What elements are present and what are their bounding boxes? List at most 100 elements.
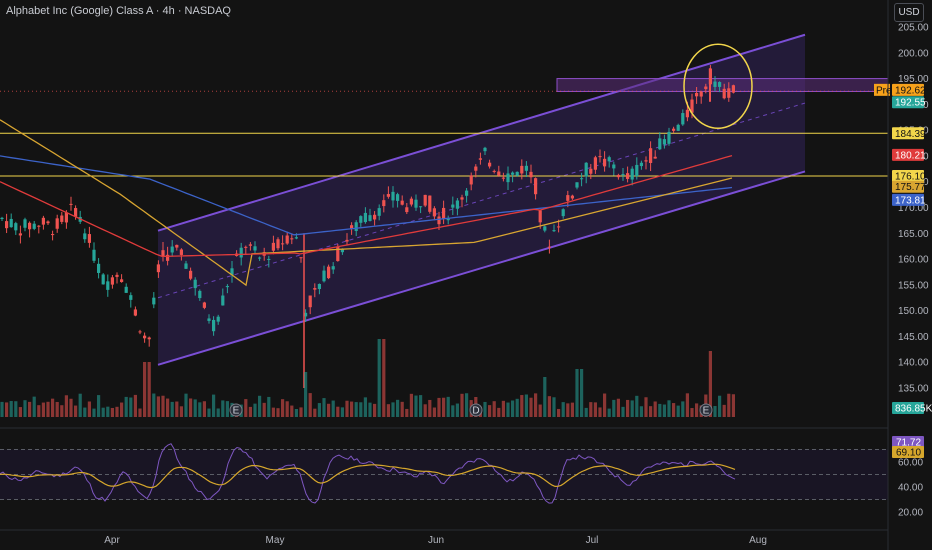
candle-body — [557, 226, 561, 228]
volume-bar — [681, 401, 685, 417]
candle-body — [152, 297, 156, 305]
rsi-pane — [0, 443, 888, 504]
candle-body — [179, 249, 183, 255]
channel-lower-line — [157, 170, 806, 366]
candle-body — [64, 212, 68, 223]
candle-body — [506, 173, 510, 183]
candle-body — [382, 200, 386, 207]
volume-bar — [87, 401, 91, 417]
volume-bar — [589, 402, 593, 417]
price-tag-bg — [892, 180, 924, 193]
volume-bar — [120, 402, 124, 417]
volume-bar — [327, 403, 331, 417]
price-tick-label: 195.00 — [898, 74, 929, 85]
rsi-tag-bg — [892, 436, 924, 448]
candle-body — [170, 246, 174, 253]
volume-bar — [221, 400, 225, 417]
candle-body — [133, 309, 137, 316]
volume-bar — [644, 397, 648, 417]
candle-body — [718, 82, 722, 87]
volume-bar — [281, 399, 285, 417]
candle-body — [129, 295, 133, 300]
price-tick-label: 145.00 — [898, 332, 929, 343]
volume-bar — [488, 405, 492, 417]
volume-bar — [317, 403, 321, 417]
event-marker-icon — [699, 403, 713, 417]
price-tick-label: 165.00 — [898, 229, 929, 240]
candle-body — [515, 171, 519, 176]
time-tick-label: Jun — [428, 535, 444, 546]
volume-bar — [0, 401, 4, 417]
event-marker-icon — [469, 403, 483, 417]
volume-bar — [92, 408, 96, 417]
rsi-tick-label: 60.00 — [898, 458, 923, 469]
candle-body — [520, 165, 524, 174]
candle-body — [138, 331, 142, 333]
candle-body — [225, 286, 229, 288]
volume-bar — [506, 402, 510, 417]
candle-body — [354, 222, 358, 231]
candle-body — [166, 254, 170, 261]
volume-bar — [731, 394, 735, 417]
volume-bar — [497, 407, 501, 417]
volume-bar — [400, 401, 404, 417]
candle-body — [216, 316, 220, 322]
volume-bar — [635, 395, 639, 417]
volume-bar — [340, 407, 344, 417]
volume-bar — [184, 393, 188, 417]
volume-bar — [414, 395, 418, 417]
candle-body — [69, 203, 73, 205]
volume-bar — [658, 403, 662, 417]
candle-body — [492, 170, 496, 172]
volume-bar — [271, 407, 275, 417]
currency-button[interactable]: USD — [894, 3, 924, 22]
candle-body — [156, 264, 160, 273]
volume-bar — [69, 398, 73, 417]
candle-body — [630, 168, 634, 180]
price-tick-label: 160.00 — [898, 255, 929, 266]
candle-body — [207, 318, 211, 321]
event-marker-label: E — [703, 406, 710, 417]
candle-body — [212, 319, 216, 332]
candle-body — [60, 215, 64, 222]
price-tag-value: 173.81 — [895, 195, 926, 206]
volume-bar — [156, 396, 160, 417]
candle-body — [501, 177, 505, 179]
volume-bar — [382, 339, 386, 417]
volume-bar — [308, 393, 312, 417]
rsi-line — [0, 443, 736, 504]
volume-bar — [557, 408, 561, 417]
volume-bar — [262, 402, 266, 417]
volume-bar — [51, 398, 55, 417]
volume-bar — [143, 362, 147, 417]
price-tag-value: 184.39 — [895, 129, 926, 140]
volume-bar — [133, 394, 137, 417]
volume-bar — [5, 402, 9, 417]
candle-body — [299, 257, 303, 259]
volume-bar — [129, 397, 133, 417]
candle-body — [621, 174, 625, 176]
rsi-tag-bg — [892, 446, 924, 458]
volume-bar — [202, 401, 206, 417]
candle-body — [51, 234, 55, 236]
candle-body — [538, 210, 542, 223]
volume-bar — [566, 403, 570, 417]
candle-body — [285, 235, 289, 244]
volume-bar — [106, 406, 110, 417]
candle-body — [87, 234, 91, 243]
candle-body — [304, 312, 308, 317]
volume-bar — [267, 396, 271, 417]
volume-bar — [198, 402, 202, 417]
candle-body — [524, 165, 528, 171]
candle-body — [350, 225, 354, 229]
candle-body — [258, 257, 262, 259]
price-tag-value: 836.85K — [895, 404, 932, 415]
candle-body — [511, 172, 515, 175]
volume-bar — [727, 393, 731, 417]
candle-body — [713, 81, 717, 87]
price-axis: 135.00 140.00 145.00 150.00 155.00 160.00 165.… — [874, 23, 932, 519]
volume-bar — [304, 372, 308, 417]
candle-body — [115, 274, 119, 277]
candle-body — [41, 217, 45, 225]
